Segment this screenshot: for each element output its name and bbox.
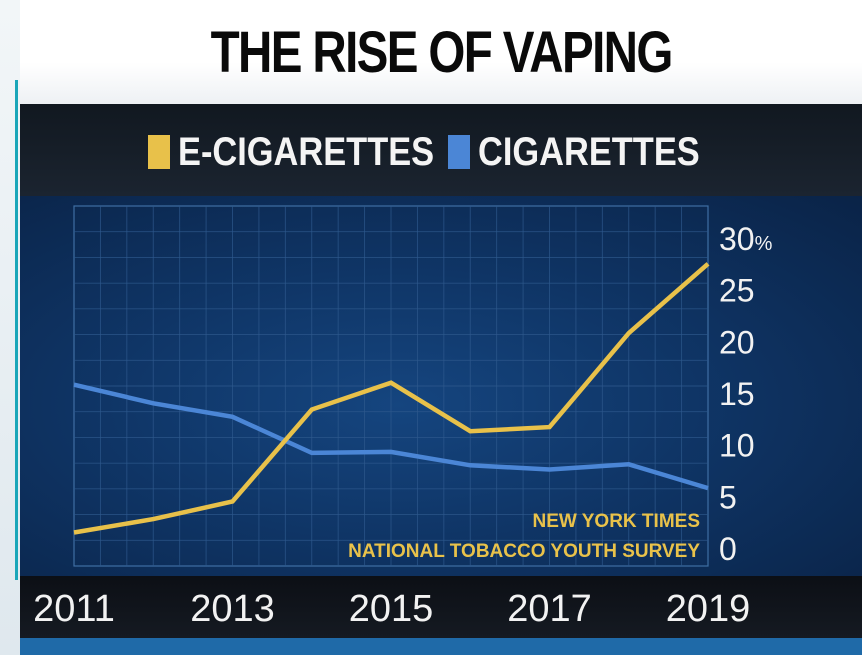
legend-label-e-cigarettes: E-CIGARETTES [178, 129, 435, 174]
left-strip-edge [15, 80, 18, 580]
legend-item-cigarettes: CIGARETTES [448, 128, 736, 176]
series-lines [73, 262, 710, 535]
x-axis-bar [20, 576, 862, 638]
y-axis-ticks: 0 5 10 15 20 25 30% [719, 221, 773, 567]
y-tick-label: 30% [719, 221, 773, 257]
title-bar: THE RISE OF VAPING [20, 0, 862, 104]
source-line-2: NATIONAL TOBACCO YOUTH SURVEY [348, 541, 700, 562]
legend: E-CIGARETTES CIGARETTES [20, 104, 862, 196]
y-tick-label: 20 [719, 324, 755, 360]
y-unit-label: % [755, 233, 773, 255]
legend-swatch-cigarettes [448, 135, 470, 169]
x-axis-ticks: 2011 2013 2015 2017 2019 [33, 588, 750, 630]
y-tick-label: 15 [719, 376, 755, 412]
series-line-cigarettes [73, 382, 709, 491]
y-tick-label: 5 [719, 479, 737, 515]
bottom-accent-bar [20, 638, 862, 655]
series-line-e-cigarettes [73, 262, 710, 535]
source-line-1: NEW YORK TIMES [533, 511, 701, 532]
legend-swatch-e-cigarettes [148, 135, 170, 169]
grid [73, 205, 709, 567]
legend-label-cigarettes: CIGARETTES [478, 129, 700, 174]
y-tick-label: 0 [719, 531, 737, 567]
left-window-strip [0, 0, 20, 655]
x-tick-label: 2013 [190, 588, 275, 630]
legend-item-e-cigarettes: E-CIGARETTES [148, 128, 476, 176]
x-tick-label: 2015 [349, 588, 434, 630]
x-tick-label: 2017 [507, 588, 592, 630]
chart-title: THE RISE OF VAPING [210, 19, 673, 85]
y-tick-label: 25 [719, 273, 755, 309]
x-tick-label: 2011 [33, 588, 115, 630]
x-tick-label: 2019 [666, 588, 751, 630]
source-note: NEW YORK TIMES NATIONAL TOBACCO YOUTH SU… [348, 511, 700, 562]
y-tick-label: 10 [719, 428, 755, 464]
